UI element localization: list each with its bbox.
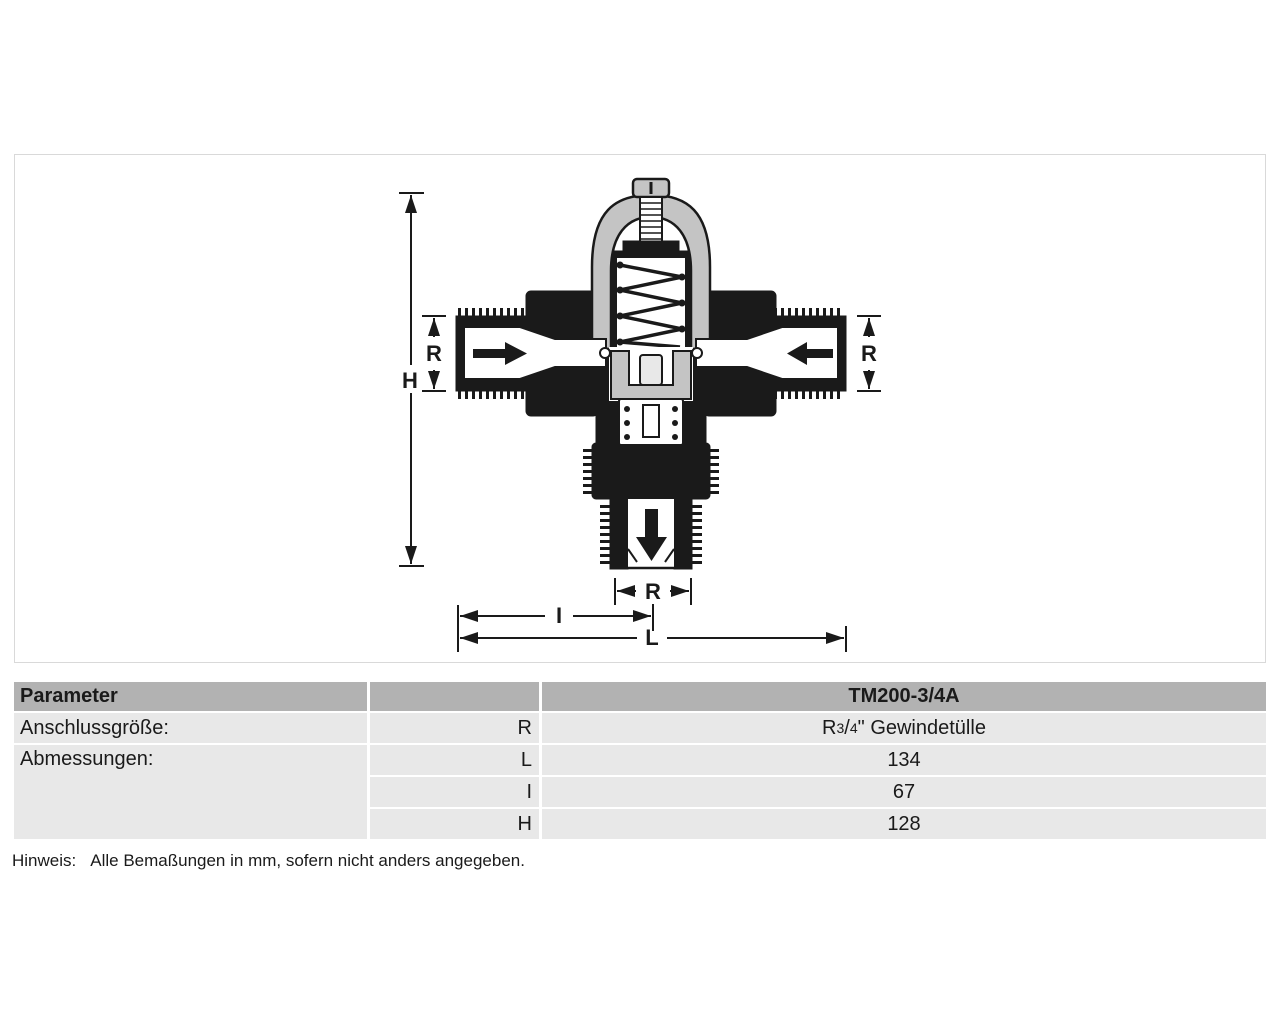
value-connection-size: R 3/4 " Gewindetülle [542, 713, 1266, 743]
value-l: 134 [542, 745, 1266, 775]
cartridge-seals [624, 406, 678, 440]
footnote-text: Alle Bemaßungen in mm, sofern nicht ande… [90, 851, 525, 870]
spindle-threads [641, 202, 661, 240]
dimension-i: I [457, 603, 651, 652]
outlet-chamfer [627, 548, 675, 563]
left-bore [463, 326, 607, 380]
valve-cross-section-drawing: H R [398, 177, 881, 652]
dim-label-h: H [402, 368, 418, 393]
dimension-h: H [398, 192, 424, 567]
outlet-wall-right [673, 498, 693, 570]
dimension-r-outlet: R [614, 578, 692, 631]
value-h: 128 [542, 809, 1266, 839]
dim-label-i: I [556, 603, 562, 628]
table-header-symbol [370, 682, 539, 711]
dimension-l: L [460, 625, 847, 652]
parameter-table: Parameter TM200-3/4A Anschlussgröße: R R… [14, 682, 1266, 839]
flow-arrow-inlet-left [473, 342, 527, 365]
symbol-i: I [370, 777, 539, 807]
value-prefix: R [822, 716, 837, 739]
dimension-r-right: R [857, 315, 881, 392]
value-suffix: " Gewindetülle [857, 716, 986, 739]
dim-label-r-left: R [426, 341, 442, 366]
outlet-wall-left [609, 498, 629, 570]
table-header-parameter: Parameter [14, 682, 367, 711]
symbol-l: L [370, 745, 539, 775]
footnote-label: Hinweis: [12, 851, 77, 870]
flow-arrow-inlet-right [787, 342, 833, 365]
fraction-numerator: 3 [836, 720, 845, 736]
symbol-r: R [370, 713, 539, 743]
param-label-dimensions: Abmessungen: [14, 745, 367, 839]
dim-label-l: L [645, 625, 658, 650]
spring-coil [619, 263, 683, 349]
fraction-denominator: 4 [849, 720, 858, 736]
table-header-model: TM200-3/4A [542, 682, 1266, 711]
body-bolt-right [691, 347, 703, 359]
fraction-slash: / [844, 716, 850, 739]
cartridge-slot [642, 404, 660, 438]
dim-label-r-right: R [861, 341, 877, 366]
dimension-drawing-panel: H R [14, 154, 1266, 663]
dim-label-r-outlet: R [645, 579, 661, 604]
spring-coil-ends [616, 261, 686, 346]
body-bolt-left [599, 347, 611, 359]
symbol-h: H [370, 809, 539, 839]
bottom-union-nut [591, 442, 711, 500]
footnote: Hinweis: Alle Bemaßungen in mm, sofern n… [12, 851, 525, 871]
param-label-connection-size: Anschlussgröße: [14, 713, 367, 743]
value-i: 67 [542, 777, 1266, 807]
threaded-spindle [639, 196, 663, 244]
valve-piston [639, 354, 663, 386]
dimension-r-left: R [422, 315, 446, 392]
right-bore [695, 326, 839, 380]
flow-arrow-outlet-bottom [636, 509, 667, 561]
